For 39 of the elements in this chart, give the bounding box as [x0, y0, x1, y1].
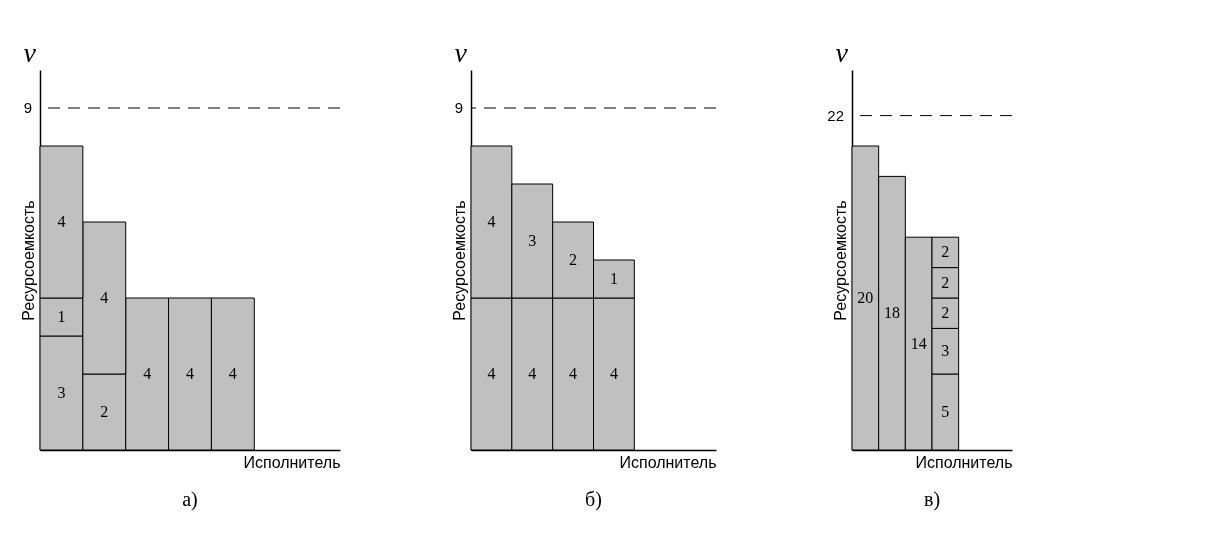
data-label: 4 — [569, 365, 578, 382]
data-label: 4 — [609, 365, 618, 382]
data-label: 3 — [528, 232, 537, 249]
text: б) — [585, 488, 602, 511]
data-label: 4 — [186, 365, 194, 382]
y-axis-title: Ресурсоемкость — [831, 200, 849, 321]
data-label: 4 — [487, 365, 496, 382]
ref-line-label: 22 — [827, 106, 844, 124]
data-label: 2 — [100, 403, 109, 420]
data-label: 20 — [857, 289, 874, 306]
data-label: 4 — [487, 213, 496, 230]
text: v — [23, 37, 37, 68]
x-axis-title: Исполнитель — [619, 453, 717, 471]
data-label: 4 — [143, 365, 152, 382]
data-label: 14 — [910, 334, 927, 352]
data-label: 2 — [941, 273, 950, 291]
ref-line-label: 9 — [23, 99, 32, 116]
data-label: 4 — [57, 213, 66, 230]
data-label: 2 — [569, 251, 578, 268]
x-axis-title: Исполнитель — [915, 453, 1013, 471]
data-label: 4 — [100, 289, 109, 306]
text: а) — [182, 488, 198, 511]
data-label: 2 — [941, 243, 950, 261]
text: v — [835, 37, 849, 68]
x-axis-title: Исполнитель — [243, 453, 341, 471]
data-label: 4 — [528, 365, 537, 382]
data-label: 3 — [941, 342, 950, 360]
ref-line-label: 9 — [454, 99, 463, 116]
y-axis-title: Ресурсоемкость — [450, 200, 468, 321]
text: v — [454, 37, 468, 68]
text: в) — [923, 488, 941, 511]
data-label: 2 — [941, 304, 950, 322]
data-label: 1 — [609, 270, 618, 287]
data-label: 1 — [57, 308, 66, 325]
data-label: 4 — [228, 365, 237, 382]
data-label: 18 — [884, 304, 900, 322]
y-axis-title: Ресурсоемкость — [19, 200, 37, 321]
data-label: 3 — [57, 384, 66, 401]
data-label: 5 — [941, 403, 950, 420]
